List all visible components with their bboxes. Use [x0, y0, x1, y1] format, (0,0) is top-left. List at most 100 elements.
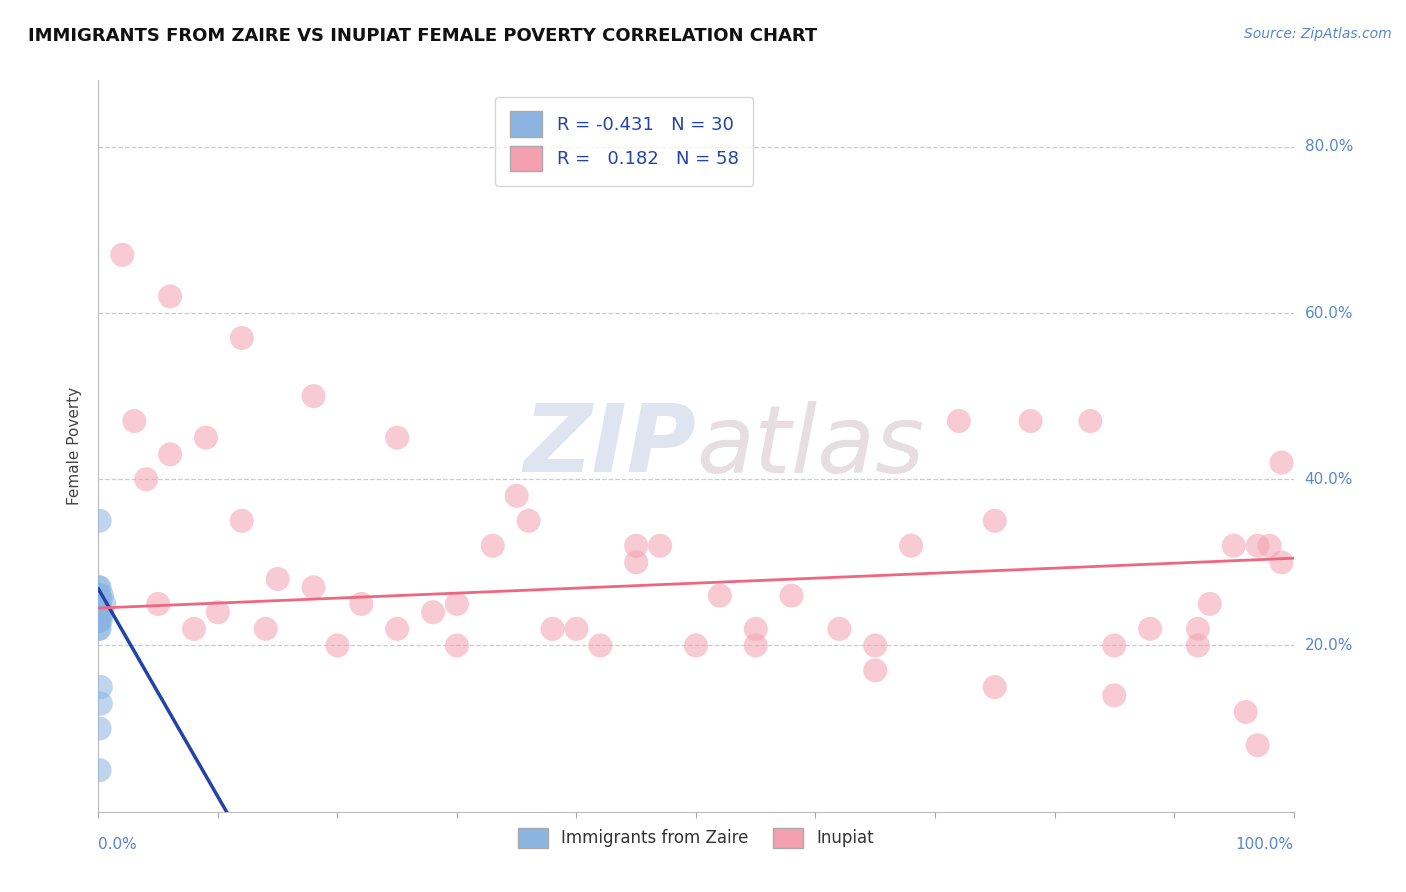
Point	[984, 514, 1007, 528]
Point	[87, 614, 110, 628]
Point	[302, 580, 325, 594]
Point	[87, 597, 110, 611]
Point	[506, 489, 529, 503]
Point	[89, 722, 111, 736]
Point	[948, 414, 970, 428]
Text: 40.0%: 40.0%	[1305, 472, 1353, 487]
Point	[1271, 456, 1294, 470]
Point	[148, 597, 170, 611]
Point	[89, 514, 111, 528]
Point	[1271, 555, 1294, 569]
Point	[87, 614, 110, 628]
Text: 80.0%: 80.0%	[1305, 139, 1353, 154]
Point	[1258, 539, 1281, 553]
Point	[780, 589, 803, 603]
Point	[385, 622, 409, 636]
Point	[195, 431, 218, 445]
Point	[90, 680, 112, 694]
Text: 60.0%: 60.0%	[1305, 306, 1353, 320]
Point	[1199, 597, 1222, 611]
Point	[1234, 705, 1257, 719]
Point	[1187, 622, 1209, 636]
Point	[541, 622, 564, 636]
Point	[1223, 539, 1246, 553]
Point	[124, 414, 146, 428]
Point	[87, 605, 110, 619]
Point	[90, 697, 112, 711]
Point	[87, 605, 110, 619]
Point	[89, 589, 111, 603]
Point	[326, 639, 349, 653]
Text: IMMIGRANTS FROM ZAIRE VS INUPIAT FEMALE POVERTY CORRELATION CHART: IMMIGRANTS FROM ZAIRE VS INUPIAT FEMALE …	[28, 27, 817, 45]
Point	[685, 639, 707, 653]
Legend: Immigrants from Zaire, Inupiat: Immigrants from Zaire, Inupiat	[510, 821, 882, 855]
Point	[1104, 639, 1126, 653]
Point	[89, 597, 111, 611]
Point	[1104, 689, 1126, 703]
Point	[87, 589, 110, 603]
Point	[89, 580, 111, 594]
Point	[1247, 539, 1270, 553]
Point	[254, 622, 277, 636]
Point	[865, 639, 887, 653]
Point	[1019, 414, 1042, 428]
Point	[135, 472, 157, 486]
Text: ZIP: ZIP	[523, 400, 696, 492]
Point	[302, 389, 325, 403]
Point	[648, 539, 672, 553]
Point	[89, 614, 111, 628]
Text: 20.0%: 20.0%	[1305, 638, 1353, 653]
Point	[90, 614, 112, 628]
Point	[446, 597, 468, 611]
Point	[89, 605, 111, 619]
Point	[89, 589, 111, 603]
Point	[1139, 622, 1161, 636]
Point	[87, 597, 110, 611]
Point	[89, 605, 111, 619]
Point	[350, 597, 373, 611]
Point	[385, 431, 409, 445]
Point	[626, 539, 648, 553]
Text: atlas: atlas	[696, 401, 924, 491]
Point	[87, 589, 110, 603]
Point	[93, 597, 115, 611]
Point	[89, 597, 111, 611]
Point	[565, 622, 588, 636]
Point	[589, 639, 612, 653]
Text: Source: ZipAtlas.com: Source: ZipAtlas.com	[1244, 27, 1392, 41]
Point	[159, 447, 181, 461]
Point	[91, 605, 114, 619]
Point	[865, 664, 887, 678]
Point	[828, 622, 851, 636]
Point	[87, 622, 110, 636]
Point	[626, 555, 648, 569]
Point	[111, 248, 134, 262]
Y-axis label: Female Poverty: Female Poverty	[67, 387, 83, 505]
Point	[231, 514, 253, 528]
Point	[900, 539, 922, 553]
Point	[89, 763, 111, 777]
Point	[91, 589, 114, 603]
Text: 100.0%: 100.0%	[1236, 837, 1294, 852]
Point	[709, 589, 731, 603]
Point	[1187, 639, 1209, 653]
Point	[89, 622, 111, 636]
Point	[745, 639, 768, 653]
Point	[183, 622, 205, 636]
Point	[1247, 738, 1270, 752]
Point	[517, 514, 540, 528]
Point	[1080, 414, 1102, 428]
Point	[745, 622, 768, 636]
Point	[422, 605, 444, 619]
Point	[446, 639, 468, 653]
Point	[207, 605, 229, 619]
Text: 0.0%: 0.0%	[98, 837, 138, 852]
Point	[267, 572, 290, 586]
Point	[87, 597, 110, 611]
Point	[159, 289, 181, 303]
Point	[231, 331, 253, 345]
Point	[87, 580, 110, 594]
Point	[481, 539, 505, 553]
Point	[87, 605, 110, 619]
Point	[984, 680, 1007, 694]
